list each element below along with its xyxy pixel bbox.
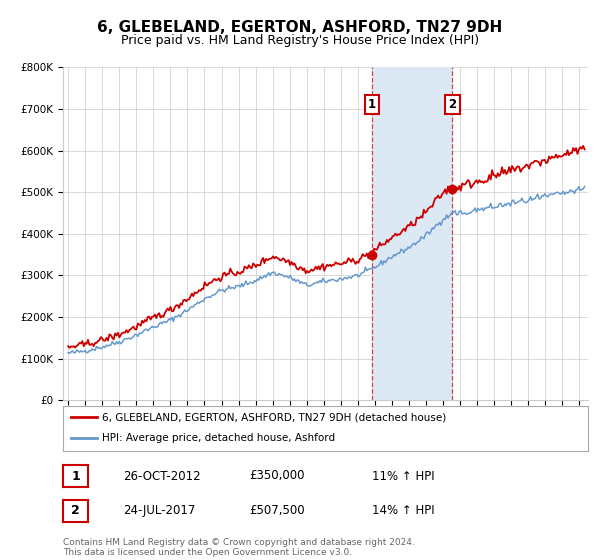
Text: 1: 1 bbox=[368, 98, 376, 111]
Bar bbox=[372, 67, 452, 400]
Text: 26-OCT-2012: 26-OCT-2012 bbox=[123, 469, 200, 483]
Text: 14% ↑ HPI: 14% ↑ HPI bbox=[372, 504, 434, 517]
Text: 24-JUL-2017: 24-JUL-2017 bbox=[123, 504, 196, 517]
Text: 2: 2 bbox=[71, 504, 80, 517]
Text: 2: 2 bbox=[448, 98, 457, 111]
Text: 1: 1 bbox=[71, 469, 80, 483]
Text: £507,500: £507,500 bbox=[249, 504, 305, 517]
Text: Contains HM Land Registry data © Crown copyright and database right 2024.
This d: Contains HM Land Registry data © Crown c… bbox=[63, 538, 415, 557]
Text: 6, GLEBELAND, EGERTON, ASHFORD, TN27 9DH: 6, GLEBELAND, EGERTON, ASHFORD, TN27 9DH bbox=[97, 20, 503, 35]
Text: 11% ↑ HPI: 11% ↑ HPI bbox=[372, 469, 434, 483]
Text: £350,000: £350,000 bbox=[249, 469, 305, 483]
Text: Price paid vs. HM Land Registry's House Price Index (HPI): Price paid vs. HM Land Registry's House … bbox=[121, 34, 479, 46]
Text: HPI: Average price, detached house, Ashford: HPI: Average price, detached house, Ashf… bbox=[103, 433, 335, 444]
Text: 6, GLEBELAND, EGERTON, ASHFORD, TN27 9DH (detached house): 6, GLEBELAND, EGERTON, ASHFORD, TN27 9DH… bbox=[103, 412, 446, 422]
